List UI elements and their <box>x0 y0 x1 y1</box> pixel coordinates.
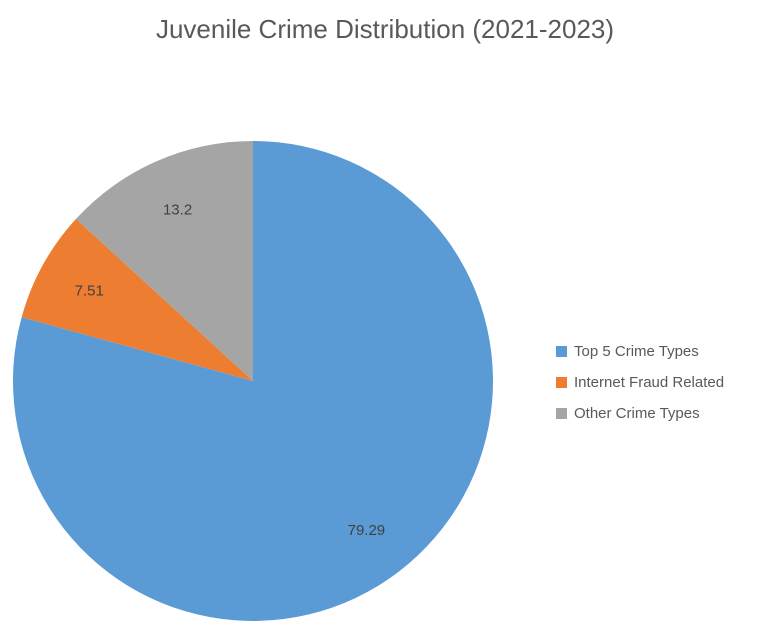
data-label-top-5-crime-types: 79.29 <box>348 522 386 539</box>
legend-item-internet-fraud-related: Internet Fraud Related <box>556 367 724 398</box>
legend-item-top-5-crime-types: Top 5 Crime Types <box>556 336 724 367</box>
legend-label-other-crime-types: Other Crime Types <box>574 405 700 422</box>
legend-label-top-5-crime-types: Top 5 Crime Types <box>574 343 699 360</box>
legend-swatch-other-crime-types <box>556 408 567 419</box>
pie-slice-top-5-crime-types <box>13 141 493 621</box>
pie-slice-other-crime-types <box>75 141 253 381</box>
legend-label-internet-fraud-related: Internet Fraud Related <box>574 374 725 391</box>
pie-slice-internet-fraud-related <box>21 218 254 381</box>
data-label-other-crime-types: 13.2 <box>163 202 192 219</box>
chart-title: Juvenile Crime Distribution (2021-2023) <box>155 14 615 44</box>
data-label-internet-fraud-related: 7.51 <box>75 282 104 299</box>
legend-swatch-top-5-crime-types <box>556 346 567 357</box>
chart-legend: Top 5 Crime Types Internet Fraud Related… <box>556 336 724 429</box>
legend-swatch-internet-fraud-related <box>556 377 567 388</box>
legend-item-other-crime-types: Other Crime Types <box>556 398 724 429</box>
